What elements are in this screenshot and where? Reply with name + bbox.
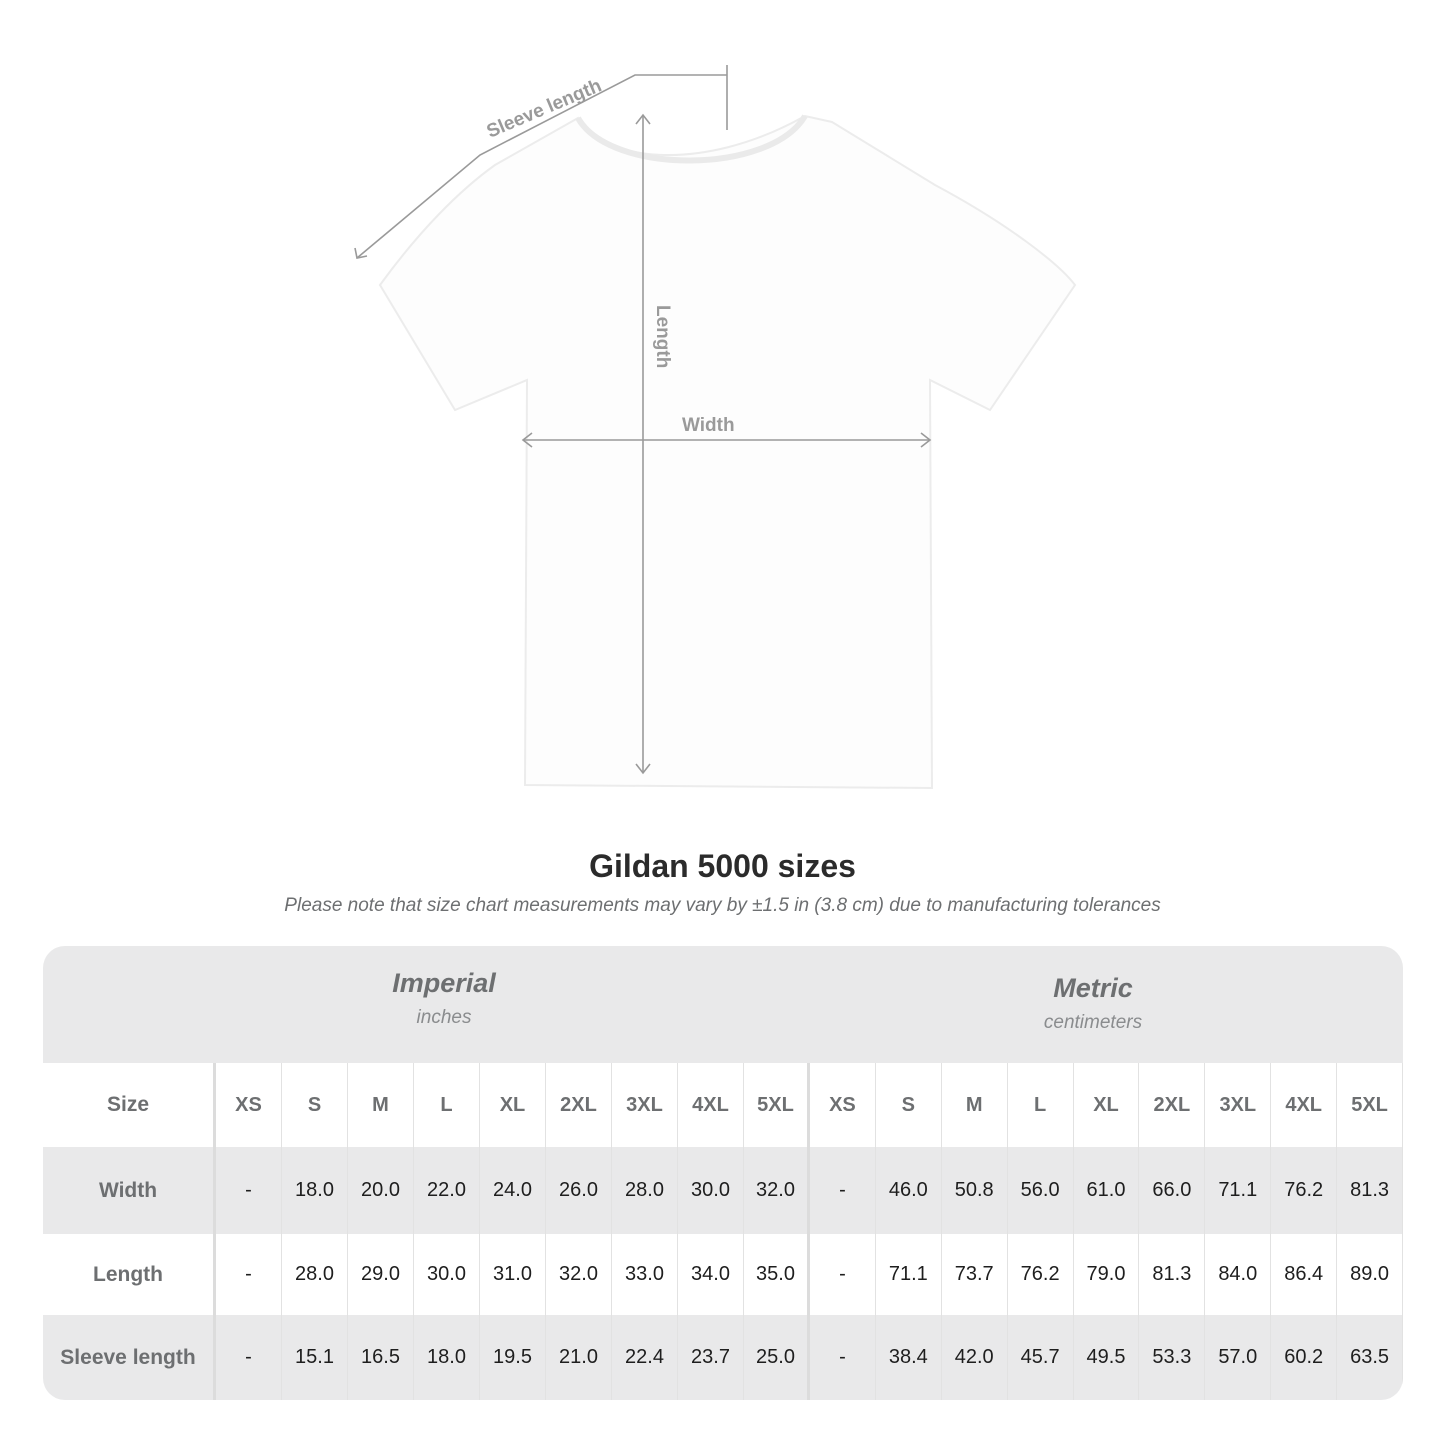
size-header-metric: 3XL bbox=[1205, 1063, 1272, 1147]
metric-value-cell: 89.0 bbox=[1337, 1234, 1403, 1315]
imperial-value-cell: 31.0 bbox=[480, 1234, 546, 1315]
metric-value-cell: 57.0 bbox=[1205, 1315, 1272, 1400]
metric-value-cell: - bbox=[810, 1147, 876, 1234]
size-header-metric: 2XL bbox=[1139, 1063, 1206, 1147]
table-row: Sleeve length -15.1 16.5 18.0 19.5 21.0 22.4 23… bbox=[43, 1315, 1403, 1400]
imperial-value-cell: 18.0 bbox=[282, 1147, 348, 1234]
metric-value-cell: 66.0 bbox=[1139, 1147, 1206, 1234]
imperial-value-cell: - bbox=[216, 1315, 282, 1400]
size-header-metric: 5XL bbox=[1337, 1063, 1403, 1147]
metric-value-cell: 60.2 bbox=[1271, 1315, 1338, 1400]
size-header-imperial: S bbox=[282, 1063, 348, 1147]
page-title: Gildan 5000 sizes bbox=[589, 848, 856, 884]
metric-title: Metric bbox=[1053, 973, 1133, 1003]
imperial-value-cell: 20.0 bbox=[348, 1147, 414, 1234]
imperial-value-cell: 30.0 bbox=[678, 1147, 744, 1234]
table-row: Width -18.0 20.0 22.0 24.0 26.0 28.0 30.0 32.0-4… bbox=[43, 1147, 1403, 1234]
size-header-metric: XS bbox=[810, 1063, 876, 1147]
metric-value-cell: 56.0 bbox=[1008, 1147, 1074, 1234]
imperial-value-cell: 32.0 bbox=[744, 1147, 810, 1234]
imperial-value-cell: 21.0 bbox=[546, 1315, 612, 1400]
row-label: Width bbox=[43, 1147, 216, 1234]
imperial-value-cell: 22.4 bbox=[612, 1315, 678, 1400]
size-header-metric: S bbox=[876, 1063, 942, 1147]
imperial-header: Imperial inches bbox=[244, 968, 644, 1029]
metric-value-cell: 50.8 bbox=[942, 1147, 1008, 1234]
imperial-value-cell: 34.0 bbox=[678, 1234, 744, 1315]
metric-value-cell: 71.1 bbox=[876, 1234, 942, 1315]
size-header-metric: M bbox=[942, 1063, 1008, 1147]
imperial-value-cell: 23.7 bbox=[678, 1315, 744, 1400]
size-table: Imperial inches Metric centimeters Size X… bbox=[43, 946, 1403, 1400]
metric-header: Metric centimeters bbox=[893, 973, 1293, 1034]
size-header-imperial: 4XL bbox=[678, 1063, 744, 1147]
size-header-imperial: M bbox=[348, 1063, 414, 1147]
metric-value-cell: 63.5 bbox=[1337, 1315, 1403, 1400]
metric-value-cell: 71.1 bbox=[1205, 1147, 1272, 1234]
width-label: Width bbox=[682, 415, 735, 436]
imperial-value-cell: 33.0 bbox=[612, 1234, 678, 1315]
metric-value-cell: 42.0 bbox=[942, 1315, 1008, 1400]
imperial-value-cell: 22.0 bbox=[414, 1147, 480, 1234]
imperial-value-cell: 24.0 bbox=[480, 1147, 546, 1234]
imperial-value-cell: - bbox=[216, 1147, 282, 1234]
metric-value-cell: - bbox=[810, 1315, 876, 1400]
tshirt-illustration bbox=[378, 114, 1077, 790]
metric-value-cell: 86.4 bbox=[1271, 1234, 1338, 1315]
imperial-value-cell: 30.0 bbox=[414, 1234, 480, 1315]
imperial-value-cell: 16.5 bbox=[348, 1315, 414, 1400]
imperial-value-cell: 15.1 bbox=[282, 1315, 348, 1400]
tshirt-diagram: Sleeve length Length Width bbox=[354, 65, 1077, 790]
metric-value-cell: 81.3 bbox=[1139, 1234, 1206, 1315]
table-row: Length -28.0 29.0 30.0 31.0 32.0 33.0 34.0 35.0-… bbox=[43, 1234, 1403, 1315]
metric-value-cell: - bbox=[810, 1234, 876, 1315]
imperial-value-cell: 32.0 bbox=[546, 1234, 612, 1315]
metric-value-cell: 84.0 bbox=[1205, 1234, 1272, 1315]
size-header-imperial: XL bbox=[480, 1063, 546, 1147]
metric-value-cell: 49.5 bbox=[1074, 1315, 1140, 1400]
imperial-value-cell: - bbox=[216, 1234, 282, 1315]
length-label: Length bbox=[652, 305, 673, 368]
metric-value-cell: 45.7 bbox=[1008, 1315, 1074, 1400]
size-header-imperial: 2XL bbox=[546, 1063, 612, 1147]
metric-value-cell: 38.4 bbox=[876, 1315, 942, 1400]
units-header: Imperial inches Metric centimeters bbox=[43, 946, 1403, 1063]
size-label: Size bbox=[43, 1063, 216, 1147]
row-label: Sleeve length bbox=[43, 1315, 216, 1400]
sleeve-measure-line bbox=[356, 74, 727, 259]
row-label: Length bbox=[43, 1234, 216, 1315]
metric-value-cell: 79.0 bbox=[1074, 1234, 1140, 1315]
size-header-metric: XL bbox=[1074, 1063, 1140, 1147]
metric-value-cell: 73.7 bbox=[942, 1234, 1008, 1315]
metric-value-cell: 53.3 bbox=[1139, 1315, 1206, 1400]
imperial-value-cell: 18.0 bbox=[414, 1315, 480, 1400]
imperial-value-cell: 25.0 bbox=[744, 1315, 810, 1400]
metric-value-cell: 61.0 bbox=[1074, 1147, 1140, 1234]
imperial-value-cell: 29.0 bbox=[348, 1234, 414, 1315]
imperial-value-cell: 19.5 bbox=[480, 1315, 546, 1400]
size-header-imperial: 5XL bbox=[744, 1063, 810, 1147]
imperial-value-cell: 28.0 bbox=[612, 1147, 678, 1234]
size-header-imperial: XS bbox=[216, 1063, 282, 1147]
imperial-value-cell: 35.0 bbox=[744, 1234, 810, 1315]
metric-value-cell: 76.2 bbox=[1008, 1234, 1074, 1315]
size-header-row: Size XS S M L XL 2XL 3XL 4XL 5XL XS S M L XL 2XL 3XL 4XL 5… bbox=[43, 1063, 1403, 1147]
imperial-title: Imperial bbox=[392, 968, 496, 998]
metric-value-cell: 76.2 bbox=[1271, 1147, 1338, 1234]
size-header-metric: L bbox=[1008, 1063, 1074, 1147]
imperial-value-cell: 26.0 bbox=[546, 1147, 612, 1234]
size-header-metric: 4XL bbox=[1271, 1063, 1338, 1147]
imperial-value-cell: 28.0 bbox=[282, 1234, 348, 1315]
size-header-imperial: L bbox=[414, 1063, 480, 1147]
metric-value-cell: 81.3 bbox=[1337, 1147, 1403, 1234]
imperial-unit: inches bbox=[416, 1007, 472, 1028]
metric-value-cell: 46.0 bbox=[876, 1147, 942, 1234]
metric-unit: centimeters bbox=[1043, 1012, 1143, 1033]
size-header-imperial: 3XL bbox=[612, 1063, 678, 1147]
tolerance-note: Please note that size chart measurements… bbox=[284, 895, 1161, 916]
